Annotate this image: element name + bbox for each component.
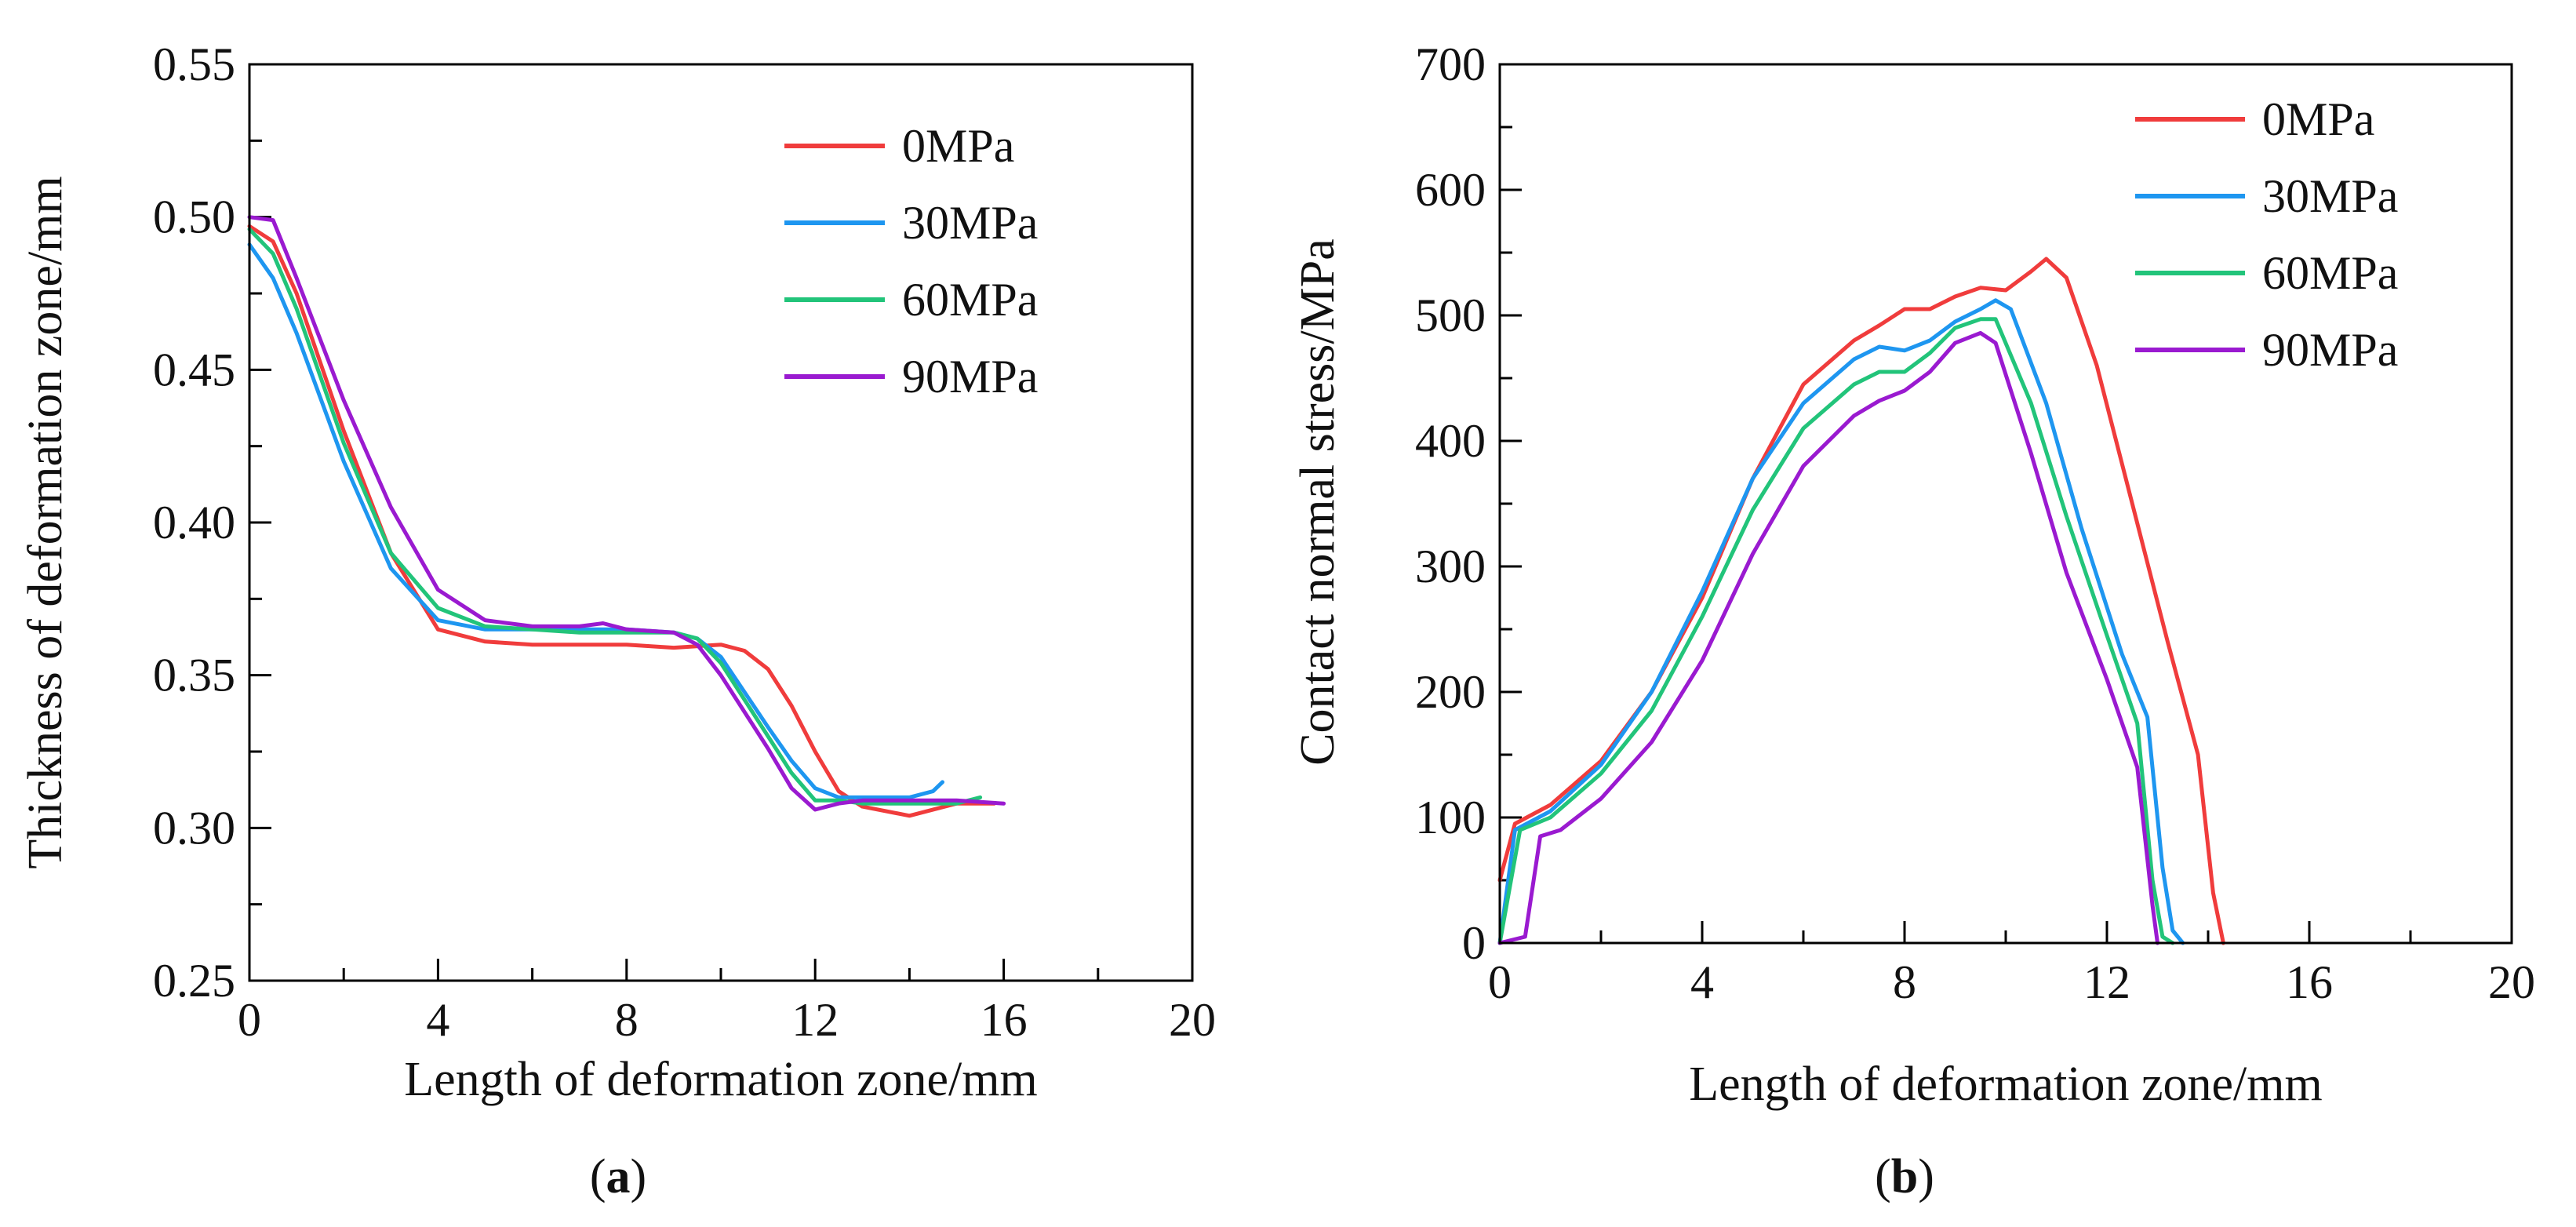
- panel-label-b: (b): [1875, 1150, 1934, 1203]
- legend-label: 0MPa: [902, 120, 1014, 172]
- x-tick-label: 4: [426, 994, 449, 1046]
- y-tick-label: 0.40: [153, 497, 235, 548]
- y-tick-label: 300: [1415, 541, 1486, 592]
- y-tick-label: 500: [1415, 289, 1486, 341]
- legend-label: 60MPa: [2262, 247, 2398, 299]
- series-line-0mpa: [247, 224, 997, 818]
- y-tick-label: 400: [1415, 415, 1486, 467]
- y-tick-label: 0.50: [153, 191, 235, 243]
- panel-label-letter: a: [606, 1150, 631, 1203]
- y-tick-label: 200: [1415, 666, 1486, 718]
- legend: 0MPa 30MPa 60MPa 90MPa: [784, 120, 1038, 402]
- panel-label-close: ): [1918, 1150, 1934, 1203]
- legend-label: 90MPa: [2262, 324, 2398, 376]
- legend-label: 90MPa: [902, 351, 1038, 402]
- series-line-90mpa: [247, 215, 1006, 812]
- x-tick-label: 0: [238, 994, 261, 1046]
- panel-label-close: ): [631, 1150, 647, 1203]
- y-tick-label: 0.35: [153, 650, 235, 701]
- plot-frame: [1498, 63, 2513, 945]
- x-axis-label: Length of deformation zone/mm: [404, 1053, 1037, 1106]
- x-tick-label: 8: [615, 994, 639, 1046]
- y-tick-label: 0.55: [153, 38, 235, 90]
- axis-ticks: [248, 63, 1194, 982]
- legend-label: 60MPa: [902, 274, 1038, 326]
- y-axis-label: Thickness of deformation zone/mm: [19, 176, 72, 868]
- x-tick-label: 8: [1893, 956, 1916, 1008]
- legend-label: 30MPa: [902, 197, 1038, 249]
- x-tick-label: 20: [2488, 956, 2535, 1008]
- x-tick-label: 16: [2286, 956, 2333, 1008]
- x-tick-label: 20: [1169, 994, 1216, 1046]
- y-tick-label: 0.45: [153, 344, 235, 395]
- y-tick-label: 700: [1415, 38, 1486, 90]
- x-tick-label: 4: [1690, 956, 1714, 1008]
- plot-frame: [248, 63, 1194, 982]
- panel-label-a: (a): [590, 1150, 646, 1203]
- x-axis-label: Length of deformation zone/mm: [1689, 1058, 2322, 1111]
- series-line-30mpa: [247, 242, 944, 799]
- series-line-60mpa: [247, 227, 983, 806]
- legend: 0MPa 30MPa 60MPa 90MPa: [2135, 93, 2398, 376]
- series-group: [247, 215, 1006, 818]
- panel-label-letter: b: [1891, 1150, 1918, 1203]
- y-tick-label: 600: [1415, 164, 1486, 216]
- tick-labels: 0 4 8 12 16 20 0.25 0.30 0.35 0.40 0.45 0.50 0.55: [153, 38, 1216, 1046]
- series-line-0mpa: [1497, 257, 2225, 945]
- y-tick-label: 0.30: [153, 802, 235, 854]
- series-line-30mpa: [1497, 298, 2185, 945]
- series-group: [1497, 257, 2225, 945]
- series-line-60mpa: [1497, 317, 2175, 945]
- panel-label-open: (: [1875, 1150, 1891, 1203]
- panel-label-open: (: [590, 1150, 606, 1203]
- y-tick-label: 0: [1462, 917, 1486, 969]
- x-tick-label: 0: [1488, 956, 1512, 1008]
- y-tick-label: 100: [1415, 792, 1486, 843]
- legend-label: 30MPa: [2262, 170, 2398, 222]
- x-tick-label: 16: [981, 994, 1028, 1046]
- y-tick-label: 0.25: [153, 955, 235, 1007]
- y-axis-label: Contact normal stress/MPa: [1291, 238, 1344, 766]
- chart-panel-a: 0 4 8 12 16 20 0.25 0.30 0.35 0.40 0.45 0.50 0.55 Le…: [19, 38, 1216, 1203]
- x-tick-label: 12: [791, 994, 839, 1046]
- x-tick-label: 12: [2083, 956, 2130, 1008]
- legend-label: 0MPa: [2262, 93, 2374, 145]
- series-line-90mpa: [1497, 330, 2159, 945]
